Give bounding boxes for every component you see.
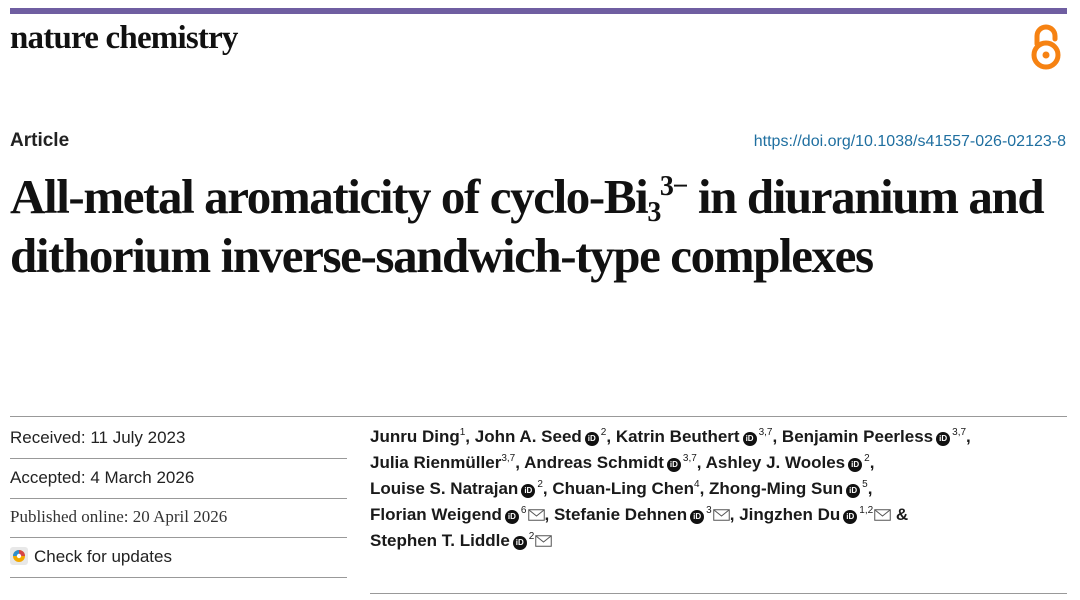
meta-divider [10,458,347,459]
email-icon[interactable] [874,509,891,521]
author-separator: , [867,479,873,498]
author-name: Ashley J. Wooles [705,453,846,472]
header-divider [10,416,1067,417]
author-name: Benjamin Peerless [781,427,934,446]
author-separator: , [544,505,554,524]
author-name: John A. Seed [474,427,582,446]
affiliation-number: 1 [459,427,466,438]
affiliation-number: 3,7 [501,453,516,464]
check-for-updates-button[interactable]: Check for updates [10,547,347,567]
author-separator: , [869,453,875,472]
affiliation-number: 5 [860,479,868,490]
affiliation-number: 4 [694,479,700,490]
author-name: Jingzhen Du [739,505,841,524]
affiliation-number: 2 [526,531,535,542]
author-name: Stephen T. Liddle [370,531,510,550]
author-separator: , [696,453,706,472]
author-entry[interactable]: Julia Rienmüller3,7 [370,453,515,472]
author-entry[interactable]: Junru Ding1 [370,427,465,446]
journal-name[interactable]: nature chemistry [10,20,238,56]
author-name: Stefanie Dehnen [553,505,688,524]
author-separator: , [772,427,782,446]
orcid-icon[interactable]: iD [690,510,705,524]
author-entry[interactable]: Jingzhen Du iD 1,2 [739,505,891,524]
author-separator: , [699,479,710,498]
author-entry[interactable]: Ashley J. Wooles iD 2 [706,453,870,472]
orcid-icon[interactable]: iD [848,458,863,472]
title-subscript: 3 [647,197,661,228]
author-name: Florian Weigend [370,505,502,524]
orcid-icon[interactable]: iD [843,510,858,524]
email-icon[interactable] [527,509,545,521]
check-for-updates-icon [10,547,28,565]
author-entry[interactable]: John A. Seed iD 2 [474,427,607,446]
affiliation-number: 3,7 [950,427,967,438]
author-entry[interactable]: Louise S. Natrajan iD 2 [370,479,543,498]
author-name: Andreas Schmidt [524,453,664,472]
accepted-date: Accepted: 4 March 2026 [10,468,195,487]
affiliation-number: 6 [518,505,527,516]
published-date: Published online: 20 April 2026 [10,507,228,526]
title-text-2: in diuranium and dithorium inverse-sandw… [10,169,1045,283]
affiliation-number: 2 [598,427,607,438]
author-entry[interactable]: Katrin Beuthert iD 3,7 [615,427,773,446]
orcid-icon[interactable]: iD [521,484,536,498]
orcid-icon[interactable]: iD [846,484,861,498]
author-name: Junru Ding [370,427,460,446]
author-entry[interactable]: Stephen T. Liddle iD 2 [370,531,553,550]
journal-accent-bar [10,8,1067,14]
check-for-updates-label: Check for updates [34,547,172,566]
author-entry[interactable]: Andreas Schmidt iD 3,7 [524,453,697,472]
author-name: Katrin Beuthert [615,427,740,446]
author-separator: , [966,427,971,446]
orcid-icon[interactable]: iD [742,432,757,446]
orcid-icon[interactable]: iD [584,432,599,446]
article-type: Article [10,130,70,151]
author-separator: , [465,427,475,446]
title-superscript: 3− [659,171,689,202]
authors-divider [370,593,1067,594]
author-list: Junru Ding1, John A. Seed iD 2, Katrin Be… [370,424,1060,554]
affiliation-number: 3,7 [756,427,773,438]
received-date: Received: 11 July 2023 [10,428,186,447]
meta-divider [10,577,347,578]
article-title: All-metal aromaticity of cyclo-Bi33− in … [10,167,1070,285]
meta-divider [10,498,347,499]
author-entry[interactable]: Chuan-Ling Chen4 [552,479,699,498]
author-name: Julia Rienmüller [370,453,502,472]
orcid-icon[interactable]: iD [666,458,681,472]
title-text-1: All-metal aromaticity of cyclo-Bi [10,169,649,224]
affiliation-number: 1,2 [857,505,874,516]
email-icon[interactable] [712,509,730,521]
author-entry[interactable]: Zhong-Ming Sun iD 5 [709,479,868,498]
author-entry[interactable]: Florian Weigend iD 6 [370,505,545,524]
affiliation-number: 3,7 [680,453,697,464]
author-name: Chuan-Ling Chen [552,479,695,498]
affiliation-number: 2 [862,453,870,464]
meta-divider [10,537,347,538]
author-name: Louise S. Natrajan [370,479,519,498]
author-entry[interactable]: Benjamin Peerless iD 3,7 [782,427,966,446]
email-icon[interactable] [535,535,553,547]
orcid-icon[interactable]: iD [512,536,527,550]
open-access-icon [1031,24,1061,70]
author-name: Zhong-Ming Sun [709,479,844,498]
author-entry[interactable]: Stefanie Dehnen iD 3 [554,505,730,524]
author-separator: & [891,505,909,524]
orcid-icon[interactable]: iD [504,510,519,524]
author-separator: , [515,453,525,472]
affiliation-number: 2 [535,479,543,490]
author-separator: , [729,505,740,524]
orcid-icon[interactable]: iD [936,432,951,446]
affiliation-number: 3 [704,505,712,516]
author-separator: , [606,427,616,446]
doi-link[interactable]: https://doi.org/10.1038/s41557-026-02123… [753,133,1066,150]
author-separator: , [542,479,553,498]
